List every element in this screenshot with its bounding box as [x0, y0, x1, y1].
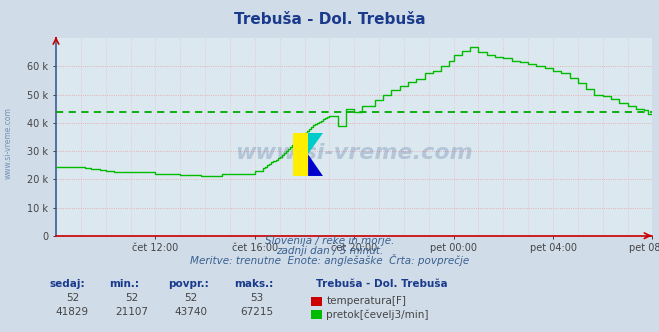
Text: povpr.:: povpr.: — [168, 279, 209, 289]
Polygon shape — [308, 133, 323, 154]
Text: 21107: 21107 — [115, 307, 148, 317]
Text: pretok[čevelj3/min]: pretok[čevelj3/min] — [326, 309, 429, 320]
Text: 67215: 67215 — [241, 307, 273, 317]
Polygon shape — [293, 133, 308, 176]
Text: 52: 52 — [185, 293, 198, 303]
Text: Trebuša - Dol. Trebuša: Trebuša - Dol. Trebuša — [234, 12, 425, 27]
Text: 43740: 43740 — [175, 307, 208, 317]
Text: 53: 53 — [250, 293, 264, 303]
Text: www.si-vreme.com: www.si-vreme.com — [235, 143, 473, 163]
Text: 41829: 41829 — [56, 307, 89, 317]
Text: 52: 52 — [125, 293, 138, 303]
Text: sedaj:: sedaj: — [49, 279, 85, 289]
Text: maks.:: maks.: — [234, 279, 273, 289]
Text: Slovenija / reke in morje.: Slovenija / reke in morje. — [265, 236, 394, 246]
Text: Meritve: trenutne  Enote: anglešaške  Črta: povprečje: Meritve: trenutne Enote: anglešaške Črta… — [190, 254, 469, 266]
Text: temperatura[F]: temperatura[F] — [326, 296, 406, 306]
Text: Trebuša - Dol. Trebuša: Trebuša - Dol. Trebuša — [316, 279, 448, 289]
Text: zadnji dan / 5 minut.: zadnji dan / 5 minut. — [276, 246, 383, 256]
Text: 52: 52 — [66, 293, 79, 303]
Text: www.si-vreme.com: www.si-vreme.com — [3, 107, 13, 179]
Polygon shape — [308, 154, 323, 176]
Text: min.:: min.: — [109, 279, 139, 289]
